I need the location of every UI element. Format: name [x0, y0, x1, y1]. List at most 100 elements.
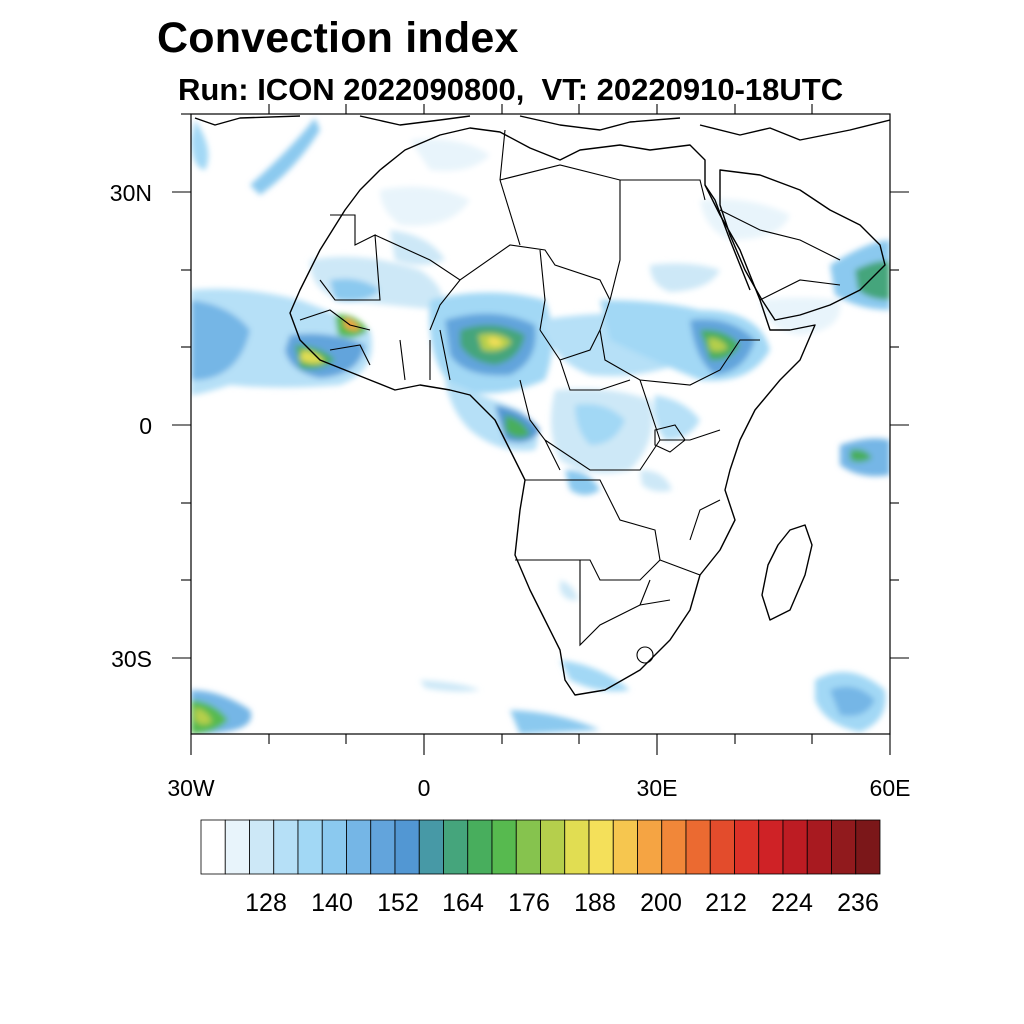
convection-cell [191, 120, 209, 170]
convection-cell [560, 580, 578, 601]
convection-cell [195, 708, 212, 725]
colorbar-swatch [321, 819, 347, 875]
convection-cell [505, 415, 530, 438]
lesotho-outline [636, 646, 654, 664]
border [429, 249, 546, 331]
border [620, 179, 706, 201]
colorbar-swatch [418, 819, 444, 875]
lon-label-60e: 60E [869, 775, 911, 801]
convection-cell [653, 395, 700, 440]
colorbar-swatch [467, 819, 493, 875]
colorbar-label: 128 [245, 889, 287, 917]
border [639, 499, 721, 606]
convection-cell [640, 470, 672, 492]
colorbar-label: 200 [640, 889, 682, 917]
border [599, 299, 760, 386]
europe-coast [194, 115, 890, 141]
colorbar-swatch [588, 819, 614, 875]
colorbar-swatch [249, 819, 275, 875]
convection-cell [760, 297, 841, 335]
border [299, 309, 371, 366]
colorbar-label: 164 [442, 889, 484, 917]
convection-cell [560, 660, 630, 692]
colorbar-swatch [443, 819, 469, 875]
colorbar-label: 236 [837, 889, 879, 917]
convection-cell [708, 337, 728, 352]
colorbar-swatch [515, 819, 541, 875]
colorbar-swatch [224, 819, 250, 875]
convection-cell [380, 186, 470, 226]
map-title: Convection index [157, 14, 519, 62]
colorbar-label: 188 [574, 889, 616, 917]
colorbar-swatch [782, 819, 808, 875]
madagascar-outline [761, 524, 813, 621]
lat-label-30n: 30N [109, 180, 152, 206]
colorbar-swatch [685, 819, 711, 875]
map-frame [190, 113, 891, 735]
colorbar-swatch [491, 819, 517, 875]
colorbar-swatch [806, 819, 832, 875]
convection-cell [420, 680, 480, 692]
convection-cell [191, 300, 250, 380]
colorbar-swatch [709, 819, 735, 875]
colorbar-swatch [200, 819, 226, 875]
colorbar-swatch [540, 819, 566, 875]
lat-label-30s: 30S [111, 646, 152, 672]
border [539, 329, 631, 391]
colorbar-swatch [564, 819, 590, 875]
coastlines [194, 115, 890, 696]
convection-cell [855, 261, 890, 300]
convection-cell [488, 337, 503, 346]
convection-cell [650, 263, 720, 292]
arabia-outline [719, 169, 886, 321]
lon-label-30e: 30E [636, 775, 678, 801]
red-sea [704, 184, 751, 291]
map-subtitle: Run: ICON 2022090800, VT: 20220910-18UTC [178, 72, 844, 107]
border [525, 479, 661, 561]
colorbar-swatch [661, 819, 687, 875]
lon-label-30w: 30W [167, 775, 215, 801]
colorbar-swatch [758, 819, 784, 875]
axis-ticks [172, 104, 909, 755]
colorbar-label: 176 [508, 889, 550, 917]
colorbar-label: 224 [771, 889, 813, 917]
convection-field [191, 118, 890, 734]
convection-cell [700, 199, 790, 240]
border [515, 559, 701, 581]
colorbar-swatch [831, 819, 857, 875]
colorbar-swatch [370, 819, 396, 875]
convection-cell [330, 278, 380, 302]
border [579, 560, 671, 647]
colorbar-swatch [855, 819, 881, 875]
lake-victoria [654, 424, 686, 453]
convection-cell [575, 404, 625, 445]
lat-label-0: 0 [139, 413, 152, 439]
border [399, 329, 451, 381]
border [374, 234, 611, 301]
convection-cell [300, 350, 325, 364]
colorbar-swatch [637, 819, 663, 875]
country-borders [299, 129, 841, 664]
border [519, 379, 661, 471]
convection-cell [410, 139, 490, 171]
colorbar-swatch [297, 819, 323, 875]
colorbar-swatch [273, 819, 299, 875]
colorbar [200, 819, 881, 875]
colorbar-swatch [346, 819, 372, 875]
convection-cell [390, 230, 445, 265]
lon-label-0: 0 [417, 775, 431, 801]
colorbar-swatch [394, 819, 420, 875]
colorbar-swatch [612, 819, 638, 875]
border [719, 209, 841, 301]
colorbar-swatch [734, 819, 760, 875]
convection-cell [510, 710, 600, 734]
convection-cell [344, 318, 360, 331]
convection-cell [565, 470, 600, 495]
convection-cell [850, 449, 872, 463]
border [499, 129, 621, 301]
colorbar-label: 212 [705, 889, 747, 917]
convection-cell [830, 686, 875, 716]
convection-cell [250, 118, 320, 195]
colorbar-label: 152 [377, 889, 419, 917]
